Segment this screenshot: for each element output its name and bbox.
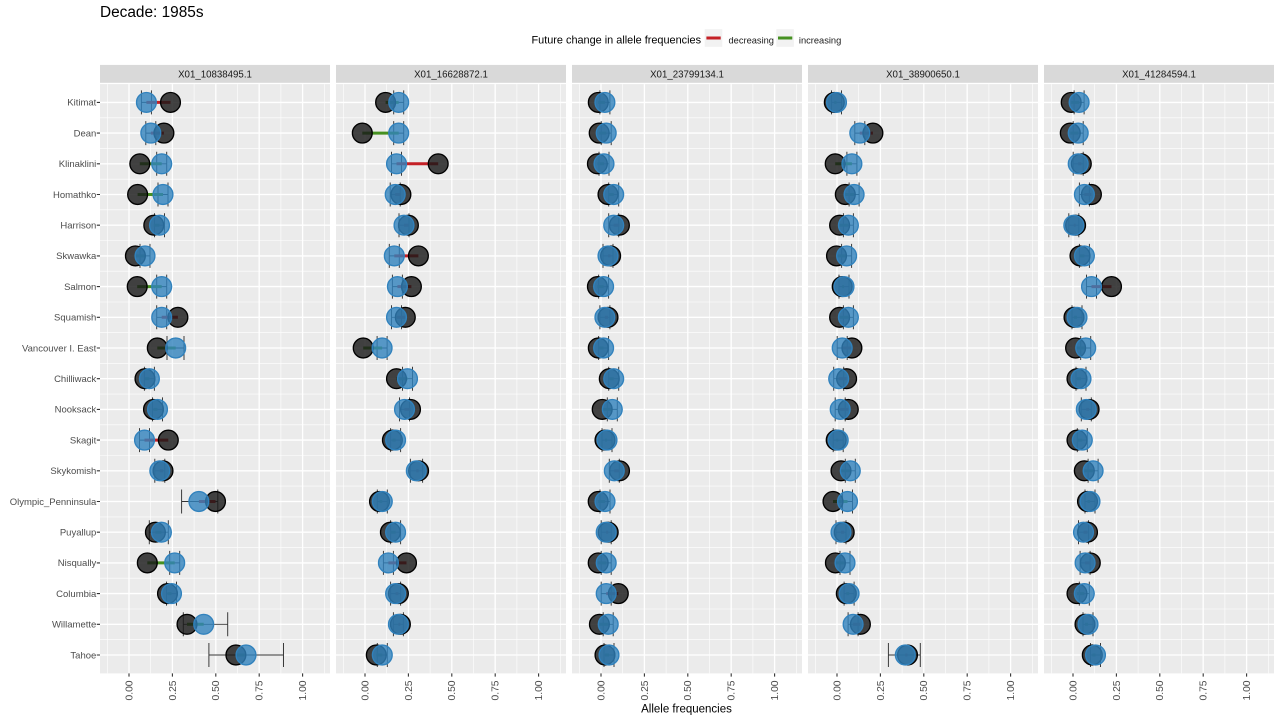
svg-text:X01_16628872.1: X01_16628872.1 xyxy=(414,69,488,80)
svg-text:increasing: increasing xyxy=(799,35,841,45)
svg-text:Homathko: Homathko xyxy=(53,190,96,201)
svg-text:0.25: 0.25 xyxy=(876,680,887,700)
svg-text:Columbia: Columbia xyxy=(56,589,97,600)
svg-text:Decade: 1985s: Decade: 1985s xyxy=(100,4,204,21)
svg-text:0.50: 0.50 xyxy=(447,680,458,700)
svg-text:Chilliwack: Chilliwack xyxy=(54,374,96,385)
svg-text:Future change in allele freque: Future change in allele frequencies xyxy=(532,35,702,47)
svg-text:1.00: 1.00 xyxy=(770,680,781,700)
svg-text:0.50: 0.50 xyxy=(919,680,930,700)
svg-text:0.00: 0.00 xyxy=(596,680,607,700)
svg-text:X01_38900650.1: X01_38900650.1 xyxy=(886,69,960,80)
svg-text:0.75: 0.75 xyxy=(255,680,266,700)
svg-text:1.00: 1.00 xyxy=(1006,680,1017,700)
svg-text:Dean: Dean xyxy=(74,128,97,139)
svg-text:0.25: 0.25 xyxy=(404,680,415,700)
svg-text:0.00: 0.00 xyxy=(360,680,371,700)
svg-text:Nisqually: Nisqually xyxy=(58,558,97,569)
svg-text:0.50: 0.50 xyxy=(211,680,222,700)
svg-text:0.25: 0.25 xyxy=(1112,680,1123,700)
svg-text:X01_23799134.1: X01_23799134.1 xyxy=(650,69,724,80)
svg-text:Olympic_Penninsula: Olympic_Penninsula xyxy=(10,497,97,508)
svg-text:Skwawka: Skwawka xyxy=(56,251,97,262)
svg-text:0.25: 0.25 xyxy=(168,680,179,700)
svg-text:Kitimat: Kitimat xyxy=(67,98,96,109)
svg-text:Skagit: Skagit xyxy=(70,435,97,446)
svg-text:Tahoe: Tahoe xyxy=(70,650,96,661)
svg-text:Nooksack: Nooksack xyxy=(55,405,97,416)
svg-text:0.25: 0.25 xyxy=(640,680,651,700)
svg-text:Willamette: Willamette xyxy=(52,620,96,631)
svg-text:Puyallup: Puyallup xyxy=(60,528,96,539)
svg-text:X01_10838495.1: X01_10838495.1 xyxy=(178,69,252,80)
svg-text:0.75: 0.75 xyxy=(491,680,502,700)
svg-text:1.00: 1.00 xyxy=(298,680,309,700)
svg-text:X01_41284594.1: X01_41284594.1 xyxy=(1122,69,1196,80)
svg-text:0.75: 0.75 xyxy=(1199,680,1210,700)
svg-text:1.00: 1.00 xyxy=(534,680,545,700)
svg-text:0.00: 0.00 xyxy=(124,680,135,700)
svg-text:Salmon: Salmon xyxy=(64,282,96,293)
svg-text:0.50: 0.50 xyxy=(1155,680,1166,700)
svg-text:Vancouver I. East: Vancouver I. East xyxy=(22,343,97,354)
svg-text:Squamish: Squamish xyxy=(54,313,96,324)
svg-text:Allele frequencies: Allele frequencies xyxy=(641,704,732,716)
svg-text:0.75: 0.75 xyxy=(727,680,738,700)
svg-text:decreasing: decreasing xyxy=(729,35,774,45)
svg-text:0.50: 0.50 xyxy=(683,680,694,700)
svg-text:0.75: 0.75 xyxy=(963,680,974,700)
svg-text:Harrison: Harrison xyxy=(60,221,96,232)
svg-text:Skykomish: Skykomish xyxy=(50,466,96,477)
svg-text:1.00: 1.00 xyxy=(1242,680,1253,700)
svg-text:0.00: 0.00 xyxy=(1068,680,1079,700)
svg-text:0.00: 0.00 xyxy=(832,680,843,700)
svg-text:Klinaklini: Klinaklini xyxy=(59,159,97,170)
